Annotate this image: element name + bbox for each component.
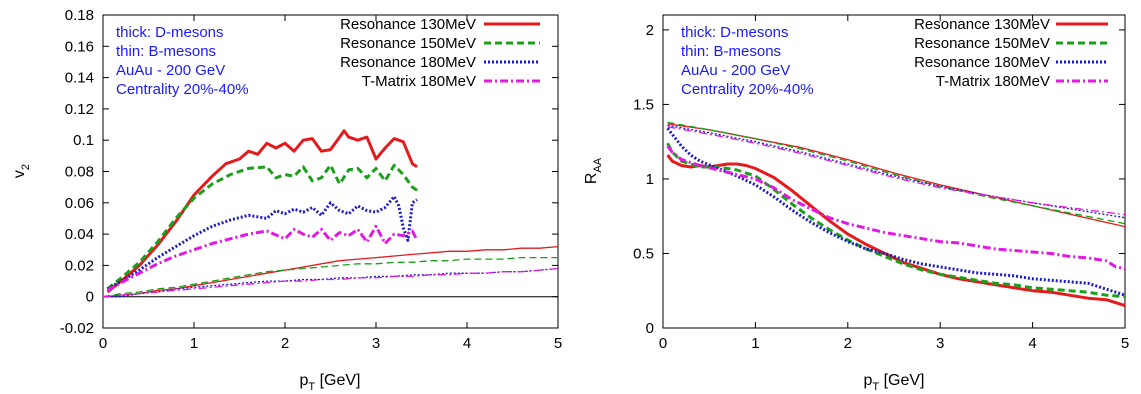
x-axis-label: pT [GeV] — [300, 372, 361, 393]
x-tick-label: 1 — [190, 335, 198, 352]
x-axis-ticks: 0 1 2 3 4 5 — [659, 15, 1129, 352]
raa-chart: 0 1 2 3 4 5 0 0.5 1 1.5 2 RAA pT [GeV] thick: D-m… — [583, 14, 1129, 393]
y-tick-label: 0.18 — [65, 7, 94, 24]
info-thin: thin: B-mesons — [681, 43, 781, 60]
x-tick-label: 4 — [463, 335, 471, 352]
x-tick-label: 3 — [936, 335, 944, 352]
y-tick-label: 0.5 — [633, 245, 654, 262]
info-collision: AuAu - 200 GeV — [681, 62, 790, 79]
x-tick-label: 0 — [99, 335, 107, 352]
y-tick-label: 0 — [646, 320, 654, 337]
info-collision: AuAu - 200 GeV — [116, 62, 225, 79]
y-tick-label: 0.14 — [65, 70, 94, 87]
x-tick-label: 2 — [281, 335, 289, 352]
y-tick-label: 0.04 — [65, 226, 94, 243]
y-tick-label: 2 — [646, 22, 654, 39]
y-tick-label: 0.16 — [65, 38, 94, 55]
series-line-d-meson — [666, 127, 1126, 297]
y-axis-label: RAA — [583, 157, 604, 184]
y-tick-label: 0.06 — [65, 195, 94, 212]
legend-label: Resonance 130MeV — [340, 16, 476, 33]
y-tick-label: 1 — [646, 171, 654, 188]
y-axis-ticks: -0.02 0 0.02 0.04 0.06 0.08 0.1 0.12 0.14 0.16 0.1… — [60, 7, 558, 337]
y-axis-ticks: 0 0.5 1 1.5 2 — [633, 22, 1125, 337]
y-tick-label: -0.02 — [60, 320, 94, 337]
series-group — [666, 121, 1126, 308]
series-line-d-meson — [666, 145, 1126, 270]
x-tick-label: 1 — [751, 335, 759, 352]
series-line-b-meson — [667, 126, 1126, 216]
series-line-d-meson — [666, 154, 1126, 308]
x-tick-label: 3 — [372, 335, 380, 352]
y-tick-label: 1.5 — [633, 96, 654, 113]
y-tick-label: 0.02 — [65, 257, 94, 274]
v2-chart: 0 1 2 3 4 5 -0.02 0 0.02 0.04 0.06 0.08 0.1 0.12 0.14… — [11, 7, 562, 393]
info-centrality: Centrality 20%-40% — [116, 81, 249, 98]
x-tick-label: 0 — [659, 335, 667, 352]
legend-label: Resonance 180MeV — [914, 54, 1050, 71]
series-line-d-meson — [666, 142, 1126, 299]
series-line-b-meson — [667, 121, 1126, 225]
y-tick-label: 0 — [86, 289, 94, 306]
legend-label: Resonance 130MeV — [914, 16, 1050, 33]
info-thick: thick: D-mesons — [681, 24, 789, 41]
series-group — [102, 129, 559, 298]
y-axis-label: v2 — [11, 164, 32, 178]
x-axis-label: pT [GeV] — [864, 372, 925, 393]
series-line-d-meson — [106, 163, 418, 291]
info-thin: thin: B-mesons — [116, 43, 216, 60]
x-tick-label: 4 — [1028, 335, 1036, 352]
series-line-d-meson — [106, 195, 418, 291]
x-tick-label: 5 — [554, 335, 562, 352]
info-thick: thick: D-mesons — [116, 24, 224, 41]
series-line-d-meson — [106, 224, 419, 292]
legend-label: Resonance 150MeV — [914, 35, 1050, 52]
series-line-b-meson — [102, 267, 559, 298]
y-tick-label: 0.08 — [65, 164, 94, 181]
x-tick-label: 2 — [844, 335, 852, 352]
y-tick-label: 0.12 — [65, 101, 94, 118]
legend-label: Resonance 180MeV — [340, 54, 476, 71]
legend-label: T-Matrix 180MeV — [362, 73, 476, 90]
x-axis-ticks: 0 1 2 3 4 5 — [99, 15, 562, 352]
legend-label: T-Matrix 180MeV — [936, 73, 1050, 90]
plot-frame — [662, 14, 1126, 329]
y-tick-label: 0.1 — [73, 132, 94, 149]
legend: Resonance 130MeV Resonance 150MeV Resona… — [340, 16, 540, 90]
legend-label: Resonance 150MeV — [340, 35, 476, 52]
legend: Resonance 130MeV Resonance 150MeV Resona… — [914, 16, 1108, 90]
x-tick-label: 5 — [1121, 335, 1129, 352]
info-centrality: Centrality 20%-40% — [681, 81, 814, 98]
